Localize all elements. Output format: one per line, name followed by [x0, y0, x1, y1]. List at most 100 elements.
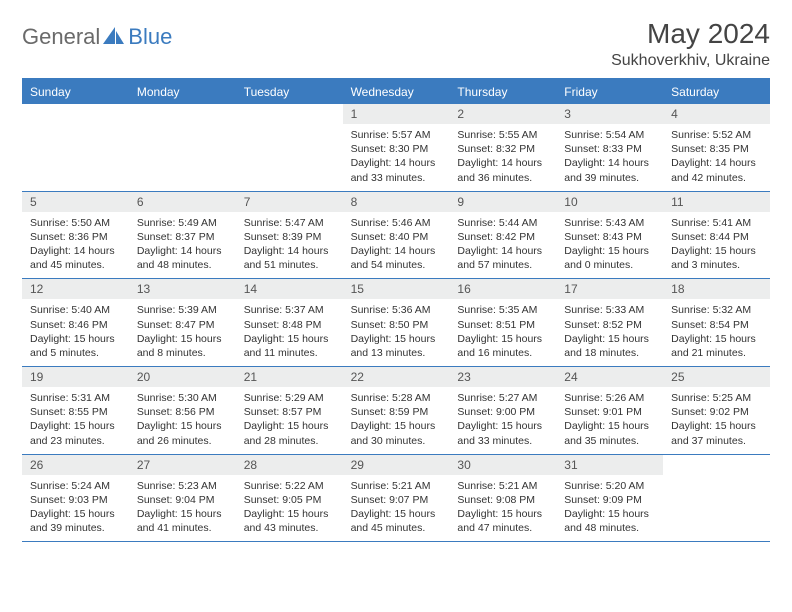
day-header: Friday	[556, 80, 663, 104]
day-detail: Sunrise: 5:57 AMSunset: 8:30 PMDaylight:…	[343, 124, 450, 191]
day-number: 21	[236, 367, 343, 387]
daylight-line: Daylight: 15 hours and 18 minutes.	[564, 332, 655, 360]
day-number: 3	[556, 104, 663, 124]
day-cell: 3Sunrise: 5:54 AMSunset: 8:33 PMDaylight…	[556, 104, 663, 191]
day-cell: 9Sunrise: 5:44 AMSunset: 8:42 PMDaylight…	[449, 192, 556, 279]
day-detail: Sunrise: 5:23 AMSunset: 9:04 PMDaylight:…	[129, 475, 236, 542]
week-row: 5 Sunrise: 5:50 AMSunset: 8:36 PM Daylight…	[22, 192, 770, 280]
day-header: Tuesday	[236, 80, 343, 104]
day-detail: Sunrise: 5:31 AMSunset: 8:55 PMDaylight:…	[22, 387, 129, 454]
sunset-line: Sunset: 8:51 PM	[457, 318, 548, 332]
sunset-line: Sunset: 8:37 PM	[137, 230, 228, 244]
day-detail: Sunrise: 5:54 AMSunset: 8:33 PMDaylight:…	[556, 124, 663, 191]
day-number: 5	[22, 192, 129, 212]
day-cell: 5Sunrise: 5:50 AMSunset: 8:36 PMDaylight…	[22, 192, 129, 279]
day-cell: 26Sunrise: 5:24 AMSunset: 9:03 PMDayligh…	[22, 455, 129, 542]
weeks-container: 1Sunrise: 5:57 AMSunset: 8:30 PMDaylight…	[22, 104, 770, 542]
day-header-row: SundayMondayTuesdayWednesdayThursdayFrid…	[22, 80, 770, 104]
sunrise-line: Sunrise: 5:29 AM	[244, 391, 335, 405]
daylight-line: Daylight: 15 hours and 3 minutes.	[671, 244, 762, 272]
week-row: 19Sunrise: 5:31 AMSunset: 8:55 PMDayligh…	[22, 367, 770, 455]
daylight-line: Daylight: 14 hours and 42 minutes.	[671, 156, 762, 184]
sunrise-line: Sunrise: 5:33 AM	[564, 303, 655, 317]
sail-icon	[103, 27, 125, 45]
daylight-line: Daylight: 15 hours and 35 minutes.	[564, 419, 655, 447]
daylight-line: Daylight: 15 hours and 30 minutes.	[351, 419, 442, 447]
day-detail: Sunrise: 5:43 AMSunset: 8:43 PMDaylight:…	[556, 212, 663, 279]
sunrise-line: Sunrise: 5:37 AM	[244, 303, 335, 317]
daylight-line: Daylight: 15 hours and 41 minutes.	[137, 507, 228, 535]
sunrise-line: Sunrise: 5:49 AM	[137, 216, 228, 230]
sunset-line: Sunset: 8:44 PM	[671, 230, 762, 244]
sunrise-line: Sunrise: 5:21 AM	[351, 479, 442, 493]
week-row: 1Sunrise: 5:57 AMSunset: 8:30 PMDaylight…	[22, 104, 770, 192]
daylight-line: Daylight: 15 hours and 11 minutes.	[244, 332, 335, 360]
sunrise-line: Sunrise: 5:43 AM	[564, 216, 655, 230]
day-number: 28	[236, 455, 343, 475]
day-number: 13	[129, 279, 236, 299]
day-number: 31	[556, 455, 663, 475]
day-detail: Sunrise: 5:30 AMSunset: 8:56 PMDaylight:…	[129, 387, 236, 454]
day-cell: 20Sunrise: 5:30 AMSunset: 8:56 PMDayligh…	[129, 367, 236, 454]
day-detail: Sunrise: 5:55 AMSunset: 8:32 PMDaylight:…	[449, 124, 556, 191]
sunset-line: Sunset: 8:39 PM	[244, 230, 335, 244]
sunset-line: Sunset: 9:03 PM	[30, 493, 121, 507]
daylight-line: Daylight: 14 hours and 36 minutes.	[457, 156, 548, 184]
day-header: Monday	[129, 80, 236, 104]
page: General Blue May 2024 Sukhoverkhiv, Ukra…	[0, 0, 792, 552]
sunrise-line: Sunrise: 5:32 AM	[671, 303, 762, 317]
daylight-line: Daylight: 15 hours and 37 minutes.	[671, 419, 762, 447]
day-number: 2	[449, 104, 556, 124]
sunset-line: Sunset: 8:55 PM	[30, 405, 121, 419]
daylight-line: Daylight: 14 hours and 39 minutes.	[564, 156, 655, 184]
daylight-line: Daylight: 15 hours and 13 minutes.	[351, 332, 442, 360]
week-row: 26Sunrise: 5:24 AMSunset: 9:03 PMDayligh…	[22, 455, 770, 543]
day-cell: 19Sunrise: 5:31 AMSunset: 8:55 PMDayligh…	[22, 367, 129, 454]
day-detail: Sunrise: 5:24 AMSunset: 9:03 PMDaylight:…	[22, 475, 129, 542]
daylight-line: Daylight: 15 hours and 43 minutes.	[244, 507, 335, 535]
daylight-line: Daylight: 14 hours and 57 minutes.	[457, 244, 548, 272]
daylight-line: Daylight: 15 hours and 48 minutes.	[564, 507, 655, 535]
sunrise-line: Sunrise: 5:23 AM	[137, 479, 228, 493]
sunrise-line: Sunrise: 5:20 AM	[564, 479, 655, 493]
sunrise-line: Sunrise: 5:27 AM	[457, 391, 548, 405]
day-cell: 23Sunrise: 5:27 AMSunset: 9:00 PMDayligh…	[449, 367, 556, 454]
empty-cell	[663, 455, 770, 542]
day-cell: 13Sunrise: 5:39 AMSunset: 8:47 PMDayligh…	[129, 279, 236, 366]
sunset-line: Sunset: 8:40 PM	[351, 230, 442, 244]
day-detail: Sunrise: 5:44 AMSunset: 8:42 PMDaylight:…	[449, 212, 556, 279]
day-cell: 1Sunrise: 5:57 AMSunset: 8:30 PMDaylight…	[343, 104, 450, 191]
day-header: Saturday	[663, 80, 770, 104]
sunset-line: Sunset: 8:36 PM	[30, 230, 121, 244]
logo-text-blue: Blue	[128, 24, 172, 50]
sunrise-line: Sunrise: 5:22 AM	[244, 479, 335, 493]
day-detail: Sunrise: 5:46 AMSunset: 8:40 PMDaylight:…	[343, 212, 450, 279]
day-cell: 22Sunrise: 5:28 AMSunset: 8:59 PMDayligh…	[343, 367, 450, 454]
sunset-line: Sunset: 8:42 PM	[457, 230, 548, 244]
sunrise-line: Sunrise: 5:52 AM	[671, 128, 762, 142]
daylight-line: Daylight: 15 hours and 45 minutes.	[351, 507, 442, 535]
location-label: Sukhoverkhiv, Ukraine	[611, 52, 770, 70]
sunset-line: Sunset: 8:59 PM	[351, 405, 442, 419]
sunset-line: Sunset: 8:46 PM	[30, 318, 121, 332]
day-number: 23	[449, 367, 556, 387]
sunrise-line: Sunrise: 5:41 AM	[671, 216, 762, 230]
sunset-line: Sunset: 9:09 PM	[564, 493, 655, 507]
daylight-line: Daylight: 15 hours and 39 minutes.	[30, 507, 121, 535]
sunrise-line: Sunrise: 5:31 AM	[30, 391, 121, 405]
daylight-line: Daylight: 14 hours and 48 minutes.	[137, 244, 228, 272]
sunset-line: Sunset: 8:57 PM	[244, 405, 335, 419]
day-cell: 27Sunrise: 5:23 AMSunset: 9:04 PMDayligh…	[129, 455, 236, 542]
sunrise-line: Sunrise: 5:39 AM	[137, 303, 228, 317]
title-block: May 2024 Sukhoverkhiv, Ukraine	[611, 18, 770, 70]
day-number: 9	[449, 192, 556, 212]
day-cell: 25Sunrise: 5:25 AMSunset: 9:02 PMDayligh…	[663, 367, 770, 454]
day-cell: 18Sunrise: 5:32 AMSunset: 8:54 PMDayligh…	[663, 279, 770, 366]
day-detail: Sunrise: 5:49 AMSunset: 8:37 PMDaylight:…	[129, 212, 236, 279]
sunrise-line: Sunrise: 5:50 AM	[30, 216, 121, 230]
daylight-line: Daylight: 14 hours and 54 minutes.	[351, 244, 442, 272]
sunset-line: Sunset: 8:32 PM	[457, 142, 548, 156]
empty-cell	[22, 104, 129, 191]
daylight-line: Daylight: 15 hours and 8 minutes.	[137, 332, 228, 360]
sunset-line: Sunset: 9:07 PM	[351, 493, 442, 507]
